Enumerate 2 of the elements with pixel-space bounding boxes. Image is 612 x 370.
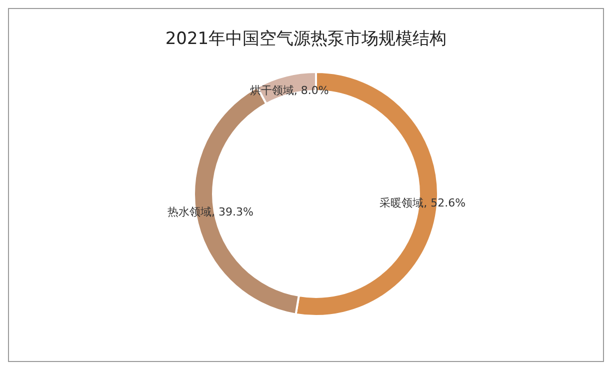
slice-label: 烘干领域, 8.0% <box>250 84 329 97</box>
chart-title: 2021年中国空气源热泵市场规模结构 <box>164 28 448 50</box>
